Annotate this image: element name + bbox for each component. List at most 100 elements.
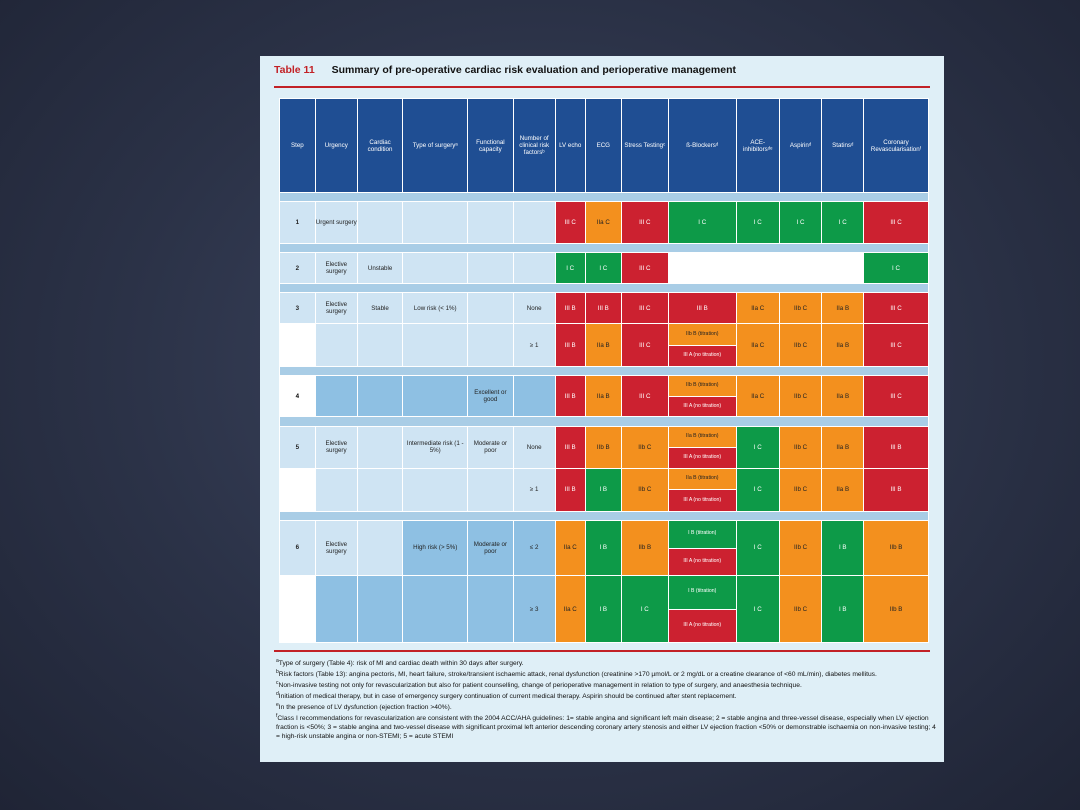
beta-blocker-split: IIb B (titration) III A (no titration) <box>667 375 737 418</box>
rec-cell: III B <box>554 323 586 367</box>
rec-cell: III C <box>620 252 669 285</box>
rec-cell: I B <box>821 519 864 577</box>
rec-cell: III C <box>863 292 929 325</box>
beta-blocker-split: IIa B (titration) III A (no titration) <box>667 425 737 470</box>
functional-cell: Moderate or poor <box>467 425 514 470</box>
rec-cell: IIb B (titration) <box>669 376 736 397</box>
rec-cell: IIa C <box>735 375 780 418</box>
rec-cell: III C <box>620 375 669 418</box>
rec-cell: I C <box>584 252 622 285</box>
rec-cell: IIb C <box>778 375 823 418</box>
table-row: 4 Excellent or good III B IIa B III C II… <box>279 375 929 418</box>
rec-cell: IIa B (titration) <box>669 427 736 448</box>
rec-cell: III B <box>667 292 737 325</box>
top-rule <box>274 86 930 88</box>
rec-cell: III B <box>863 468 929 512</box>
rec-cell: I B <box>821 575 864 643</box>
rec-cell: IIb B <box>620 519 669 577</box>
rec-cell: IIb C <box>778 323 823 367</box>
rec-cell: I C <box>821 201 864 244</box>
col-header: Step <box>279 97 316 194</box>
risk-factors-cell: None <box>512 292 556 325</box>
rec-cell: IIb C <box>778 575 823 643</box>
risk-factors-cell: ≥ 3 <box>512 575 556 643</box>
bottom-rule <box>274 650 930 652</box>
rec-cell: IIb C <box>778 292 823 325</box>
urgency-cell: Urgent surgery <box>314 201 358 244</box>
cardiac-cell: Stable <box>356 292 404 325</box>
footnote-f: fClass I recommendations for revasculari… <box>276 713 936 741</box>
col-header: Cardiac condition <box>356 97 404 194</box>
rec-cell: III C <box>863 201 929 244</box>
rec-cell: I C <box>735 201 780 244</box>
rec-cell: IIa B <box>821 425 864 470</box>
table-figure: Table 11 Summary of pre-operative cardia… <box>260 56 944 762</box>
step-number: 5 <box>279 425 316 470</box>
rec-cell: IIa B <box>584 323 622 367</box>
col-header: ß-Blockersᵈ <box>667 97 737 194</box>
rec-cell: IIb C <box>778 425 823 470</box>
table-row: 2 Elective surgery Unstable I C I C III … <box>279 252 929 285</box>
rec-cell: I C <box>863 252 929 285</box>
rec-cell: IIb C <box>620 425 669 470</box>
rec-cell: IIb B <box>863 519 929 577</box>
rec-cell: IIa C <box>584 201 622 244</box>
risk-factors-cell: ≥ 1 <box>512 468 556 512</box>
rec-cell: IIa B (titration) <box>669 469 736 491</box>
step-number: 6 <box>279 519 316 577</box>
col-header: Type of surgeryᵃ <box>402 97 469 194</box>
table-row: ≥ 1 III B I B IIb C IIa B (titration) II… <box>279 468 929 512</box>
rec-cell: III C <box>863 323 929 367</box>
rec-cell: I B (titration) <box>669 521 736 549</box>
step-number: 3 <box>279 292 316 325</box>
rec-cell: IIa B <box>821 375 864 418</box>
rec-cell: IIa B <box>821 323 864 367</box>
urgency-cell: Elective surgery <box>314 252 358 285</box>
beta-blocker-split: I B (titration) III A (no titration) <box>667 519 737 577</box>
rec-cell: IIb B <box>584 425 622 470</box>
step-number: 2 <box>279 252 316 285</box>
col-header: ECG <box>584 97 622 194</box>
rec-cell: III C <box>620 201 669 244</box>
rec-cell: III C <box>620 292 669 325</box>
rec-cell: III B <box>554 375 586 418</box>
rec-cell: IIa C <box>735 323 780 367</box>
footnote-a: aType of surgery (Table 4): risk of MI a… <box>276 658 524 668</box>
rec-cell: I C <box>735 468 780 512</box>
risk-table: Step Urgency Cardiac condition Type of s… <box>279 97 929 643</box>
table-label: Table 11 <box>274 64 315 76</box>
rec-cell: I C <box>735 519 780 577</box>
step-number: 1 <box>279 201 316 244</box>
rec-cell: IIb B (titration) <box>669 324 736 346</box>
rec-cell: III B <box>554 425 586 470</box>
table-row: 3 Elective surgery Stable Low risk (< 1%… <box>279 292 929 325</box>
table-title: Table 11 Summary of pre-operative cardia… <box>274 64 736 76</box>
rec-cell: III A (no titration) <box>669 490 736 511</box>
rec-cell: IIb C <box>778 468 823 512</box>
rec-cell: III A (no titration) <box>669 447 736 468</box>
rec-cell: I C <box>735 575 780 643</box>
surgery-cell: High risk (> 5%) <box>402 519 469 577</box>
rec-cell: I C <box>735 425 780 470</box>
rec-cell: III C <box>554 201 586 244</box>
rec-cell: III B <box>863 425 929 470</box>
col-header: Urgency <box>314 97 358 194</box>
rec-cell: IIb C <box>778 519 823 577</box>
rec-cell: I B <box>584 468 622 512</box>
rec-cell: I B <box>584 575 622 643</box>
urgency-cell: Elective surgery <box>314 425 358 470</box>
footnotes: aType of surgery (Table 4): risk of MI a… <box>276 658 936 742</box>
col-header: Coronary Revascularisationᶠ <box>863 97 929 194</box>
rec-cell: III A (no titration) <box>669 609 736 642</box>
rec-cell: IIa B <box>584 375 622 418</box>
functional-cell: Excellent or good <box>467 375 514 418</box>
beta-blocker-split: I B (titration) III A (no titration) <box>667 575 737 643</box>
col-header: ACE-inhibitorsᵈᵉ <box>735 97 780 194</box>
rec-cell: III A (no titration) <box>669 396 736 416</box>
functional-cell: Moderate or poor <box>467 519 514 577</box>
header-row: Step Urgency Cardiac condition Type of s… <box>279 97 929 194</box>
rec-cell: III B <box>554 468 586 512</box>
rec-cell: I B (titration) <box>669 576 736 610</box>
footnote-b: bRisk factors (Table 13): angina pectori… <box>276 669 877 679</box>
col-header: Aspirinᵈ <box>778 97 823 194</box>
